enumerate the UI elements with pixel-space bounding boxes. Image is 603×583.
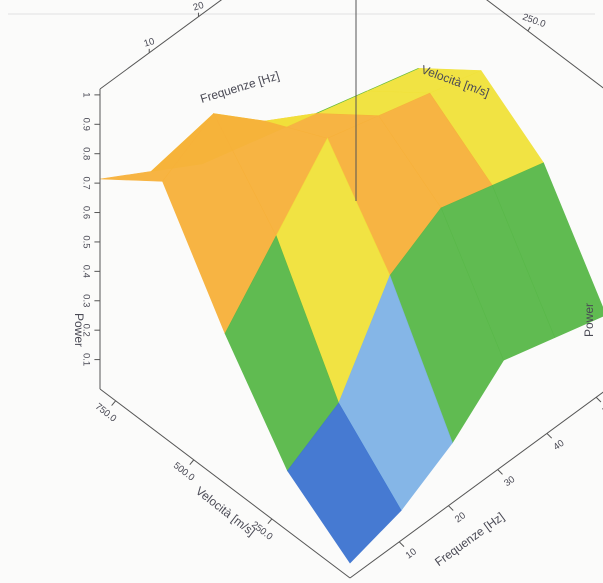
power-axis-title-right: Power	[582, 303, 596, 337]
power-axis-left-tick-label: 0.6	[80, 206, 91, 219]
axis-line-frequency-top	[99, 0, 223, 90]
power-axis-left-tick-label: 0.5	[80, 235, 91, 248]
frequency-axis-title: Frequenze [Hz]	[432, 510, 507, 570]
surface-cell-v0-f0	[287, 402, 402, 564]
axis-line-frequency-bottom	[349, 391, 603, 579]
power-axis-left-tick-label: 0.7	[80, 177, 91, 190]
velocity-axis-tick-mark	[111, 400, 117, 406]
power-axis-left-tick-label: 0.2	[80, 324, 91, 337]
axis-line-velocity-top	[486, 0, 603, 89]
power-axis-left-tick-label: 1	[80, 92, 91, 97]
frequency-axis-tick-label: 50	[601, 402, 603, 417]
frequency-axis-tick-label: 10	[404, 546, 419, 561]
frequency-axis-tick-mark	[448, 505, 454, 511]
frequency-axis-tick-mark	[497, 469, 503, 475]
frequency-axis-tick-mark	[546, 433, 553, 439]
velocity-axis-tick-mark	[189, 459, 195, 465]
frequency-axis-top-tick-label: 10	[143, 36, 156, 50]
velocity-axis-top-tick-mark	[527, 26, 531, 32]
power-axis-left-tick-label: 0.1	[80, 353, 91, 366]
axis-line-velocity-bottom	[99, 388, 351, 579]
velocity-axis-tick-label: 500.0	[171, 460, 197, 483]
power-axis-left-tick-label: 0.3	[80, 294, 91, 307]
frequency-axis-top-tick-label: 20	[192, 0, 205, 14]
frequency-axis-title-top: Frequenze [Hz]	[198, 69, 281, 106]
frequency-axis-tick-label: 40	[551, 438, 566, 453]
surface-mesh	[99, 67, 603, 564]
power-axis-left-tick-label: 0.8	[80, 147, 91, 160]
power-axis-title-left: Power	[72, 313, 86, 347]
velocity-axis-tick-label: 750.0	[93, 401, 119, 424]
velocity-axis-title: Velocità [m/s]	[193, 484, 258, 539]
power-axis-left-tick-label: 0.4	[80, 265, 91, 278]
frequency-axis-tick-label: 20	[453, 510, 468, 525]
frequency-axis-tick-mark	[398, 541, 405, 547]
velocity-axis-tick-mark	[267, 518, 273, 525]
frequency-axis-tick-mark	[595, 396, 602, 403]
power-axis-left-tick-label: 0.9	[80, 118, 91, 131]
frequency-axis-tick-label: 30	[502, 474, 517, 489]
